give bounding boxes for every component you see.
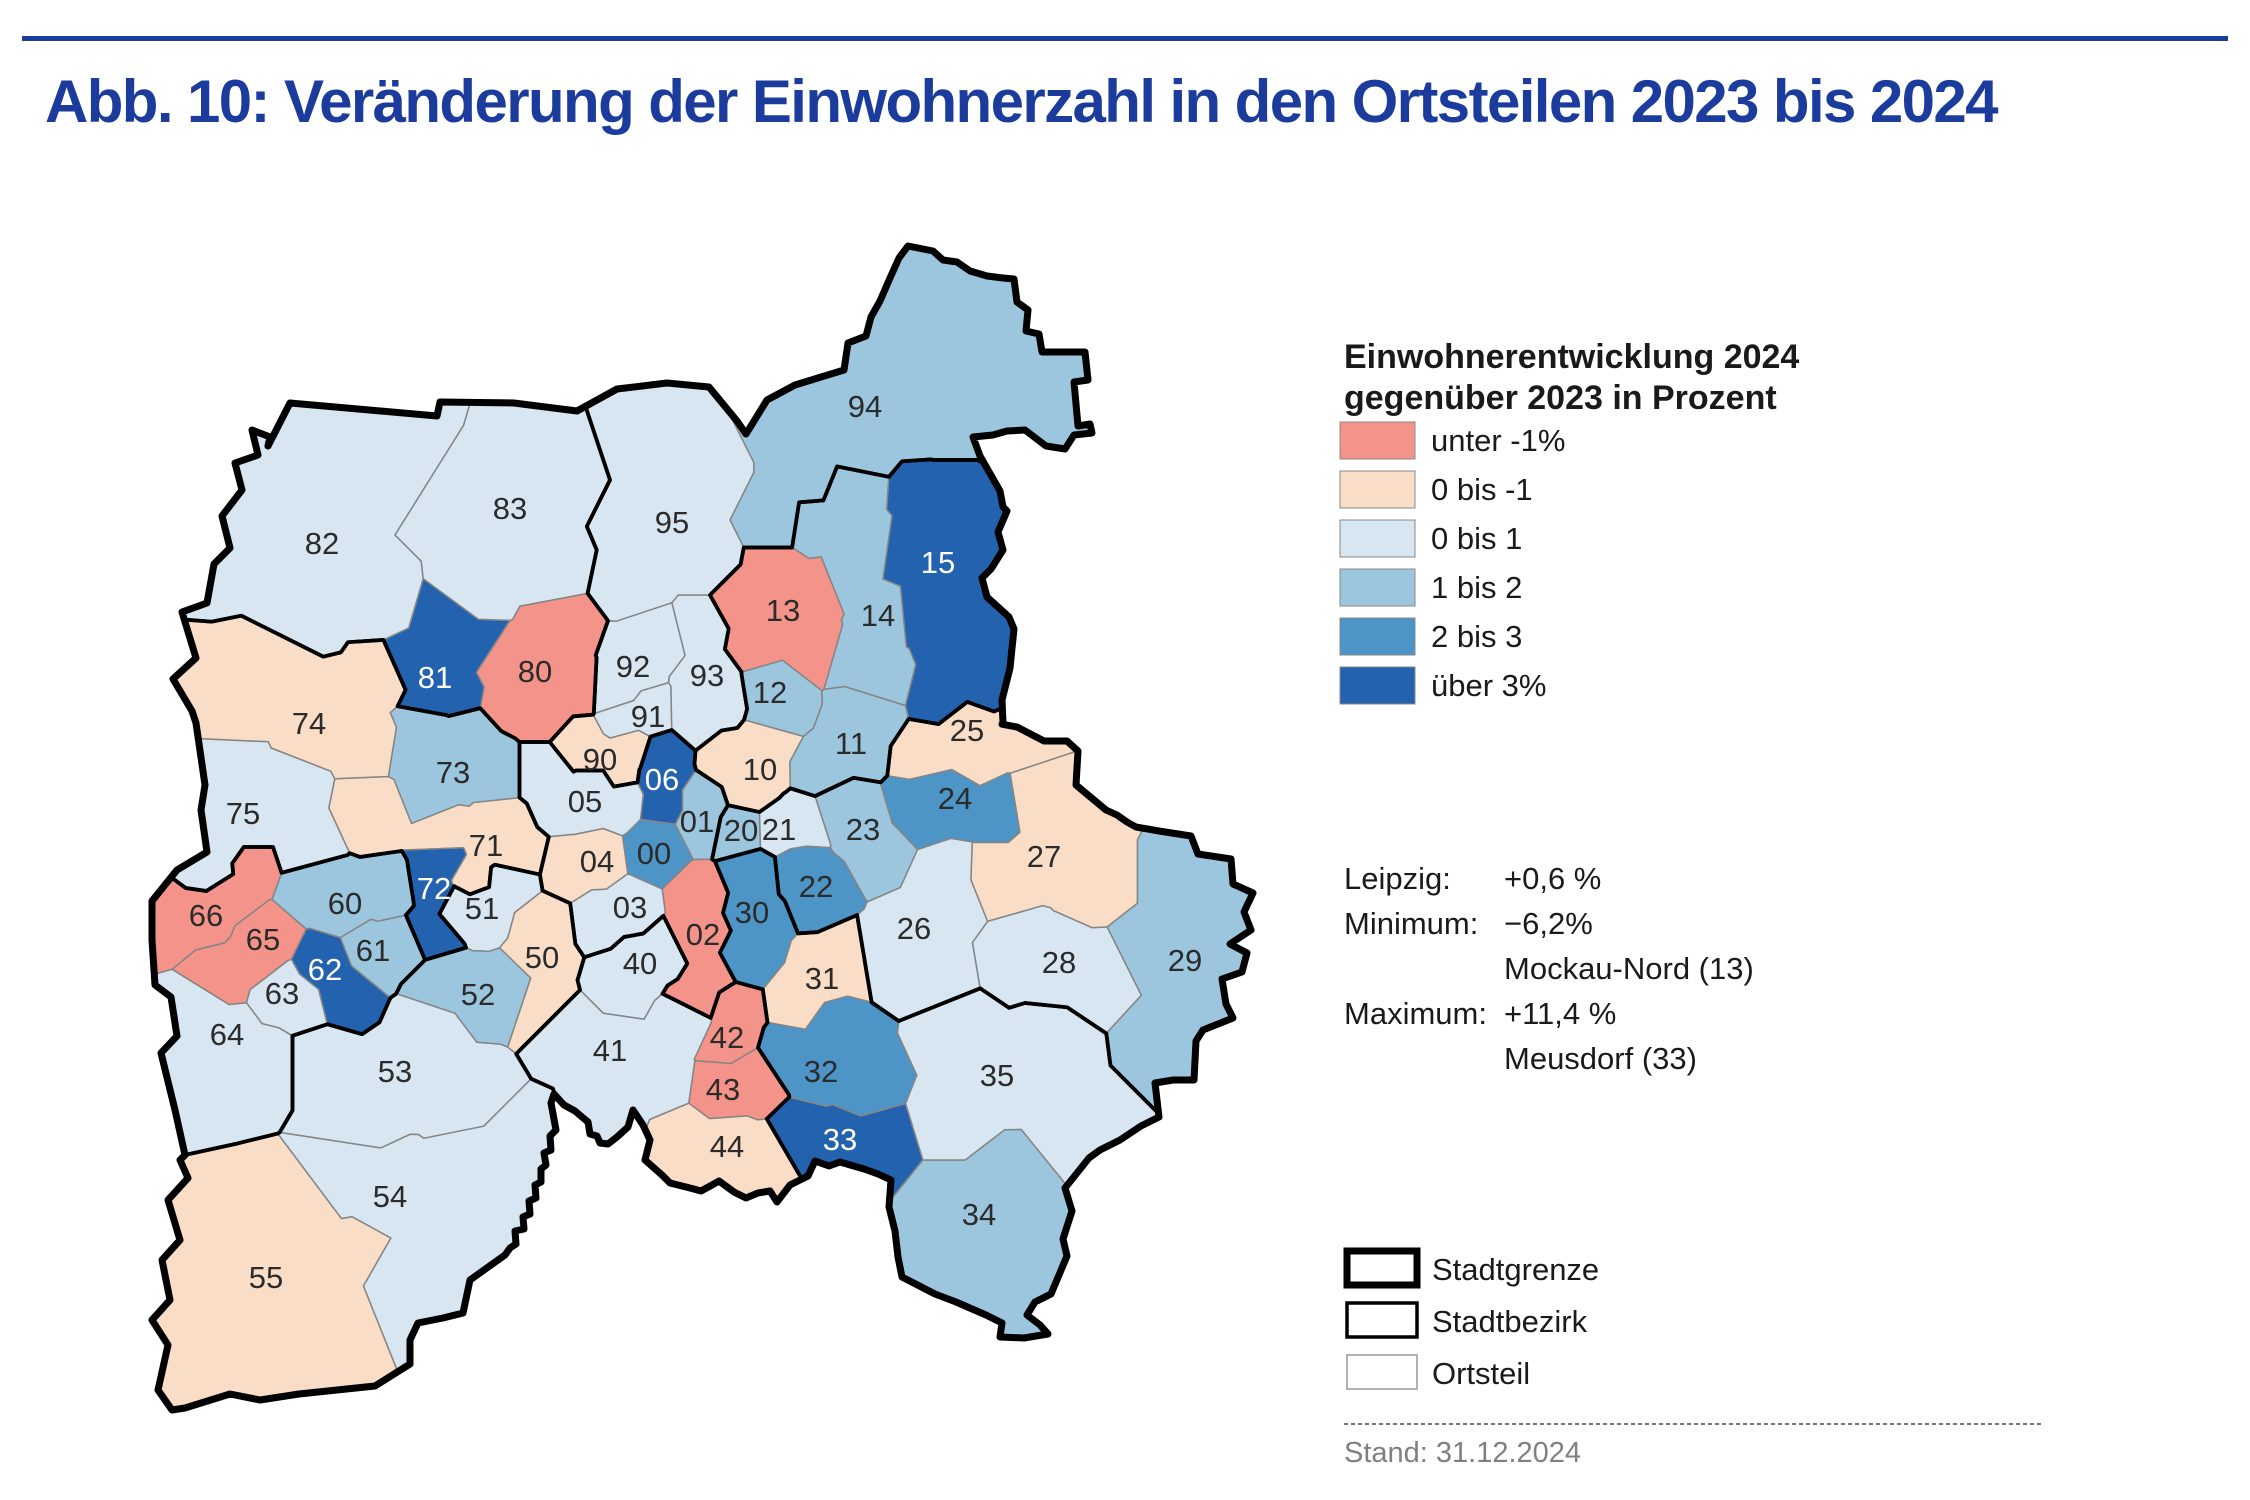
svg-text:05: 05 [568,784,602,819]
svg-text:22: 22 [799,869,833,904]
svg-text:29: 29 [1168,943,1202,978]
svg-text:0 bis 1: 0 bis 1 [1431,521,1522,556]
svg-text:95: 95 [655,505,689,540]
svg-text:Maximum:: Maximum: [1344,996,1487,1031]
svg-text:43: 43 [706,1072,740,1107]
svg-text:30: 30 [735,895,769,930]
svg-text:40: 40 [623,946,657,981]
svg-text:93: 93 [690,658,724,693]
svg-text:32: 32 [804,1054,838,1089]
svg-text:83: 83 [493,491,527,526]
svg-text:64: 64 [210,1017,244,1052]
svg-text:26: 26 [897,911,931,946]
svg-text:42: 42 [710,1020,744,1055]
svg-text:50: 50 [525,940,559,975]
svg-text:82: 82 [305,526,339,561]
svg-text:über 3%: über 3% [1431,668,1546,703]
svg-text:+0,6 %: +0,6 % [1504,861,1601,896]
svg-text:71: 71 [469,828,503,863]
svg-text:33: 33 [823,1122,857,1157]
svg-text:28: 28 [1042,945,1076,980]
svg-text:41: 41 [593,1033,627,1068]
svg-text:Ortsteil: Ortsteil [1432,1356,1530,1391]
svg-text:15: 15 [921,545,955,580]
svg-text:Stadtbezirk: Stadtbezirk [1432,1304,1588,1339]
svg-text:81: 81 [418,660,452,695]
svg-text:52: 52 [461,977,495,1012]
svg-text:92: 92 [616,649,650,684]
svg-text:23: 23 [846,812,880,847]
svg-text:24: 24 [938,781,972,816]
svg-text:94: 94 [848,389,882,424]
svg-text:+11,4 %: +11,4 % [1504,996,1616,1031]
svg-text:06: 06 [645,762,679,797]
svg-text:Einwohnerentwicklung 2024: Einwohnerentwicklung 2024 [1344,338,1799,376]
svg-text:91: 91 [631,699,665,734]
svg-text:74: 74 [292,706,326,741]
svg-text:04: 04 [580,844,614,879]
svg-text:25: 25 [950,713,984,748]
svg-text:10: 10 [743,752,777,787]
svg-text:Leipzig:: Leipzig: [1344,861,1451,896]
svg-text:−6,2%: −6,2% [1504,906,1593,941]
svg-text:11: 11 [835,726,867,761]
svg-text:03: 03 [613,890,647,925]
svg-text:34: 34 [962,1197,996,1232]
svg-text:31: 31 [805,961,839,996]
svg-text:Abb. 10: Veränderung der Einwo: Abb. 10: Veränderung der Einwohnerzahl i… [45,68,1999,135]
svg-text:2 bis 3: 2 bis 3 [1431,619,1522,654]
svg-text:54: 54 [373,1179,407,1214]
svg-text:gegenüber 2023 in Prozent: gegenüber 2023 in Prozent [1344,379,1777,417]
svg-text:80: 80 [518,654,552,689]
svg-text:55: 55 [249,1260,283,1295]
svg-text:72: 72 [417,871,451,906]
svg-text:53: 53 [378,1054,412,1089]
svg-text:90: 90 [583,742,617,777]
svg-text:12: 12 [753,675,787,710]
svg-text:61: 61 [356,933,390,968]
svg-text:Stadtgrenze: Stadtgrenze [1432,1252,1599,1287]
svg-text:01: 01 [680,804,714,839]
svg-text:00: 00 [637,836,671,871]
svg-text:44: 44 [710,1129,744,1164]
svg-text:75: 75 [226,796,260,831]
svg-text:14: 14 [861,598,895,633]
svg-text:Mockau-Nord (13): Mockau-Nord (13) [1504,951,1754,986]
svg-text:Minimum:: Minimum: [1344,906,1478,941]
svg-text:21: 21 [762,812,796,847]
svg-text:65: 65 [246,922,280,957]
svg-text:1 bis 2: 1 bis 2 [1431,570,1522,605]
svg-text:02: 02 [686,917,720,952]
svg-text:63: 63 [265,976,299,1011]
svg-text:27: 27 [1027,839,1061,874]
svg-text:Meusdorf (33): Meusdorf (33) [1504,1041,1697,1076]
svg-text:51: 51 [465,891,499,926]
svg-text:35: 35 [980,1058,1014,1093]
svg-text:unter -1%: unter -1% [1431,423,1565,458]
svg-text:20: 20 [724,813,758,848]
svg-text:0 bis -1: 0 bis -1 [1431,472,1533,507]
svg-text:60: 60 [328,886,362,921]
svg-text:66: 66 [189,898,223,933]
svg-text:Stand: 31.12.2024: Stand: 31.12.2024 [1344,1437,1581,1469]
svg-text:73: 73 [436,755,470,790]
svg-text:62: 62 [308,952,342,987]
svg-text:13: 13 [766,593,800,628]
